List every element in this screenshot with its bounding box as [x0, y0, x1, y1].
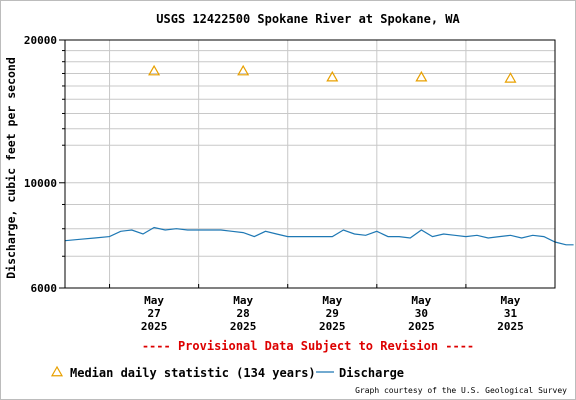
median-marker: [326, 70, 339, 82]
legend-median-label: Median daily statistic (134 years): [70, 366, 316, 380]
x-tick-label-day: 31: [504, 307, 518, 320]
x-axis-ticks: May272025May282025May292025May302025May3…: [109, 284, 524, 333]
plot-border: [64, 39, 556, 289]
median-marker: [504, 72, 517, 83]
legend: Median daily statistic (134 years) Discha…: [50, 365, 404, 380]
x-tick-label-day: 30: [415, 307, 428, 320]
x-tick-label-year: 2025: [497, 320, 524, 333]
discharge-line: [64, 226, 574, 246]
median-series: [148, 64, 517, 83]
x-tick-label-month: May: [144, 294, 164, 307]
legend-median-marker: [50, 365, 64, 377]
median-marker: [148, 64, 161, 76]
y-axis-ticks: 20000 10000 6000: [24, 34, 65, 295]
median-marker: [237, 64, 250, 76]
provisional-notice: ---- Provisional Data Subject to Revisio…: [142, 339, 474, 353]
legend-discharge-label: Discharge: [339, 366, 404, 380]
chart-title: USGS 12422500 Spokane River at Spokane, …: [156, 12, 460, 26]
grid: [65, 40, 555, 288]
x-tick-label-month: May: [501, 294, 521, 307]
x-tick-label-year: 2025: [141, 320, 168, 333]
credit-text: Graph courtesy of the U.S. Geological Su…: [355, 386, 567, 395]
x-tick-label-month: May: [322, 294, 342, 307]
x-tick-label-day: 28: [237, 307, 250, 320]
y-tick-label: 20000: [24, 34, 57, 47]
discharge-series: [64, 226, 574, 246]
median-marker: [415, 70, 428, 82]
x-tick-label-year: 2025: [408, 320, 435, 333]
y-tick-label: 6000: [31, 282, 58, 295]
x-tick-label-month: May: [233, 294, 253, 307]
x-tick-label-day: 27: [147, 307, 160, 320]
x-tick-label-day: 29: [326, 307, 339, 320]
x-tick-label-year: 2025: [230, 320, 257, 333]
y-tick-label: 10000: [24, 177, 57, 190]
y-axis-label: Discharge, cubic feet per second: [4, 57, 18, 279]
x-tick-label-month: May: [411, 294, 431, 307]
x-tick-label-year: 2025: [319, 320, 346, 333]
